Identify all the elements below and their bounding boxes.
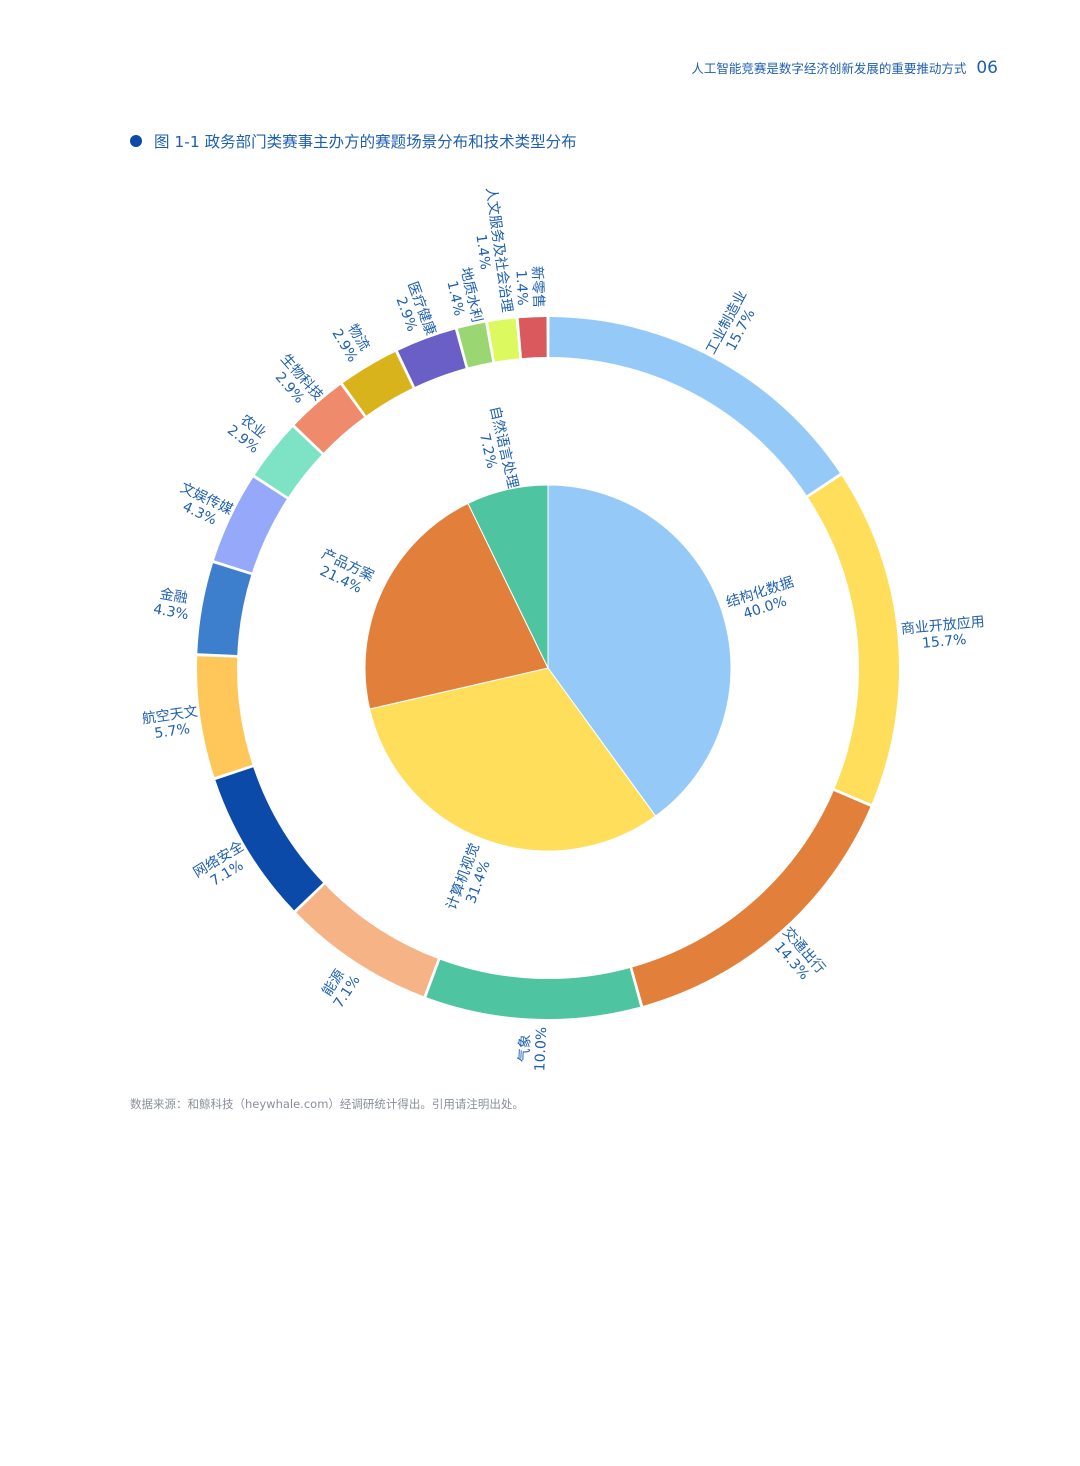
outer-label-5: 网络安全7.1%	[190, 838, 255, 895]
outer-slice-12	[397, 329, 466, 387]
outer-slice-11	[342, 352, 413, 416]
outer-label-8: 文娱传媒4.3%	[171, 480, 235, 533]
outer-label-13-value: 1.4%	[443, 279, 466, 317]
outer-slice-13	[457, 322, 493, 368]
outer-label-3-name: 气象	[517, 1034, 534, 1063]
outer-label-6: 航空天文5.7%	[141, 704, 201, 744]
outer-label-6-value: 5.7%	[153, 721, 190, 742]
inner-pie-layer	[364, 484, 732, 852]
figure-title: 图 1-1 政务部门类赛事主办方的赛题场景分布和技术类型分布	[130, 130, 577, 152]
outer-slice-14	[488, 318, 520, 362]
page-number: 06	[976, 58, 998, 78]
inner-slice-3	[467, 484, 549, 669]
inner-slice-2	[364, 502, 549, 710]
outer-label-12: 医疗健康2.9%	[389, 279, 440, 343]
bullet-icon	[130, 135, 142, 147]
header-title: 人工智能竞赛是数字经济创新发展的重要推动方式	[691, 61, 967, 76]
inner-label-1: 计算机视觉31.4%	[444, 841, 499, 918]
page-header: 人工智能竞赛是数字经济创新发展的重要推动方式 06	[691, 58, 998, 78]
outer-label-14-value: 1.4%	[472, 233, 493, 270]
outer-label-9: 农业2.9%	[224, 410, 272, 457]
source-note: 数据来源：和鲸科技（heywhale.com）经调研统计得出。引用请注明出处。	[130, 1097, 524, 1111]
outer-label-15-name: 新零售	[528, 266, 546, 309]
outer-label-11: 物流2.9%	[328, 318, 374, 365]
outer-slice-10	[294, 384, 365, 453]
outer-slice-15	[518, 317, 547, 359]
outer-slice-4	[296, 884, 438, 997]
inner-label-3-value: 7.2%	[476, 432, 500, 470]
outer-slice-9	[254, 427, 322, 497]
outer-label-1-value: 15.7%	[921, 632, 967, 652]
figure-title-text: 图 1-1 政务部门类赛事主办方的赛题场景分布和技术类型分布	[154, 133, 577, 151]
outer-label-7: 金融4.3%	[152, 586, 193, 624]
outer-slice-8	[213, 477, 287, 573]
outer-label-0: 工业制造业15.7%	[703, 288, 764, 365]
outer-slice-7	[197, 563, 252, 655]
outer-slice-0	[549, 317, 840, 496]
outer-slice-6	[197, 656, 253, 778]
inner-label-2: 产品方案21.4%	[312, 545, 377, 599]
inner-label-3: 自然语言处理7.2%	[471, 404, 522, 493]
outer-slice-2	[632, 790, 871, 1006]
outer-label-7-value: 4.3%	[152, 601, 190, 623]
outer-label-3: 气象10.0%	[516, 1026, 550, 1072]
outer-slice-3	[426, 959, 641, 1019]
outer-label-6-name: 航空天文	[141, 704, 199, 728]
outer-label-15: 新零售1.4%	[512, 266, 546, 309]
outer-slice-5	[215, 767, 324, 911]
outer-label-7-name: 金融	[159, 586, 189, 607]
inner-slice-1	[369, 667, 657, 852]
outer-label-1: 商业开放应用15.7%	[900, 613, 987, 654]
outer-label-4: 能源7.1%	[317, 964, 363, 1011]
outer-label-13: 地质水利1.4%	[441, 266, 485, 328]
outer-label-3-value: 10.0%	[532, 1026, 550, 1071]
outer-ring-layer	[197, 317, 900, 1019]
inner-label-0: 结构化数据40.0%	[724, 574, 800, 626]
inner-slice-0	[547, 484, 732, 817]
outer-slice-1	[808, 475, 900, 804]
outer-label-15-value: 1.4%	[512, 270, 530, 306]
